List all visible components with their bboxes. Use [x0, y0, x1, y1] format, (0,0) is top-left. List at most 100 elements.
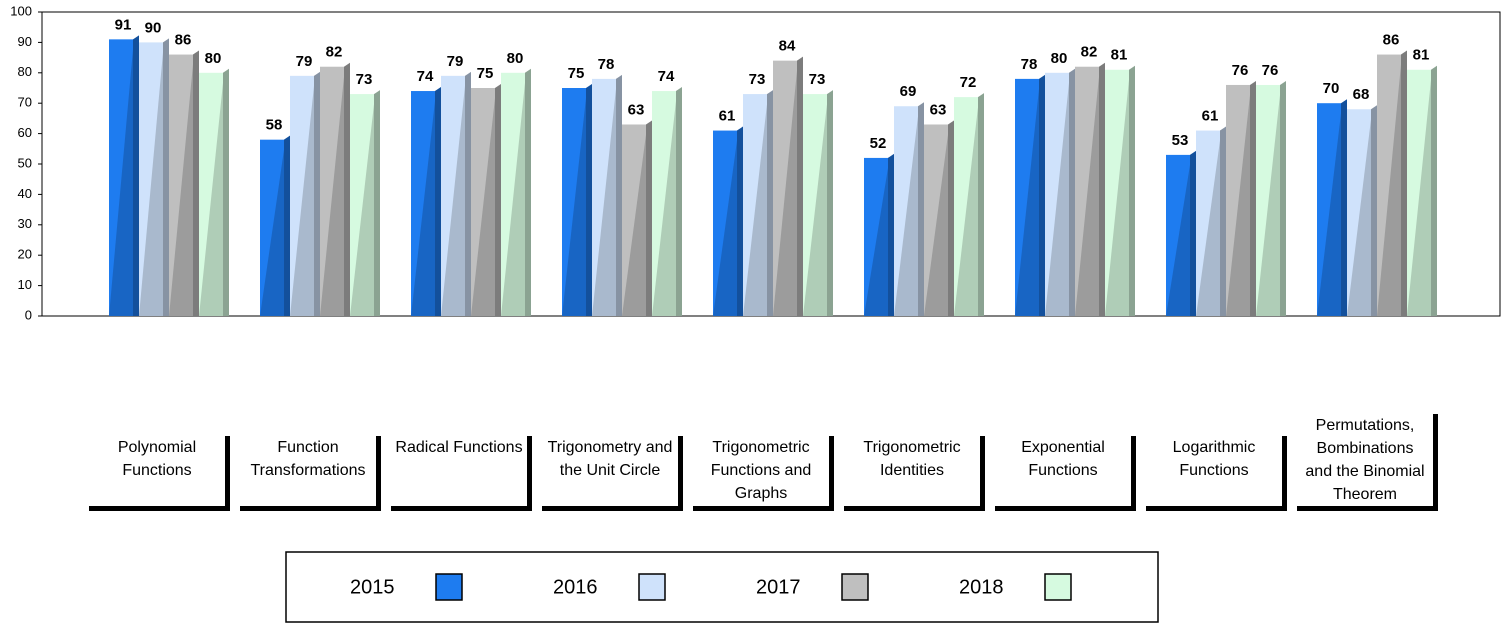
bar-diag [320, 76, 344, 316]
bar-diag [1347, 119, 1371, 316]
data-label: 73 [749, 71, 766, 88]
bar-side [1250, 80, 1256, 317]
x-tick-label: Function Transformations [240, 436, 381, 511]
data-label: 78 [598, 56, 615, 73]
bar-side [525, 68, 531, 316]
bar-front [1256, 84, 1280, 317]
bar [1105, 65, 1135, 316]
bar-shade [1129, 65, 1135, 316]
data-label: 52 [870, 135, 887, 152]
bar-side [223, 68, 229, 316]
bar-diag [773, 70, 797, 316]
bar-side [616, 74, 622, 316]
bar-shade [1220, 126, 1226, 316]
bar-shade [1341, 99, 1347, 316]
data-label: 86 [1383, 32, 1400, 49]
bar-front [773, 60, 797, 316]
data-label: 76 [1262, 62, 1279, 79]
bar-side [1220, 126, 1226, 316]
bar [713, 126, 743, 316]
data-label: 73 [356, 71, 373, 88]
bar [924, 120, 954, 316]
bar-front [652, 91, 676, 316]
bar-shade [767, 90, 773, 316]
data-label: 80 [1051, 50, 1068, 67]
bar-side [888, 153, 894, 316]
bar-side [1371, 105, 1377, 316]
bar [1045, 68, 1075, 316]
y-tick-label: 30 [18, 216, 32, 231]
bar [139, 38, 169, 317]
bar-side [978, 93, 984, 317]
bar-diag [1407, 79, 1431, 316]
data-label: 80 [507, 50, 524, 67]
bar-side [827, 90, 833, 316]
bar-front [803, 94, 827, 316]
bar-shade [1280, 80, 1286, 317]
bar-front [260, 139, 284, 316]
bar-shade [797, 56, 803, 316]
bar [622, 120, 652, 316]
bar-shade [223, 68, 229, 316]
bar [894, 102, 924, 317]
bar-front [1166, 154, 1190, 316]
x-tick-label: Polynomial Functions [89, 436, 230, 511]
data-label: 63 [628, 101, 645, 118]
x-tick-label: Exponential Functions [995, 436, 1136, 511]
data-label: 79 [447, 53, 464, 70]
bar-shade [737, 126, 743, 316]
bar [441, 71, 471, 316]
data-label: 61 [719, 108, 736, 125]
bar [1166, 150, 1196, 316]
bar-diag [1226, 94, 1250, 317]
bar-shade [344, 62, 350, 316]
bar [592, 74, 622, 316]
data-label: 72 [960, 74, 977, 91]
bar [562, 84, 592, 316]
bar-diag [441, 85, 465, 316]
bar-shade [827, 90, 833, 316]
bar [803, 90, 833, 316]
bar-shade [495, 84, 501, 316]
bar-side [676, 87, 682, 316]
bar [290, 71, 320, 316]
legend-label: 2015 [350, 576, 395, 598]
y-tick-label: 90 [18, 34, 32, 49]
legend-label: 2016 [553, 576, 598, 598]
data-label: 53 [1172, 132, 1189, 149]
bar-diag [652, 101, 676, 316]
y-tick-label: 80 [18, 64, 32, 79]
bar-front [894, 106, 918, 317]
bar-front [411, 91, 435, 316]
bar [1226, 80, 1256, 317]
x-tick-label: Trigonometry and the Unit Circle [542, 436, 683, 511]
data-label: 90 [145, 19, 162, 36]
bar-front [743, 94, 767, 316]
y-tick-label: 100 [10, 3, 32, 18]
data-label: 82 [1081, 44, 1098, 61]
bar [652, 87, 682, 316]
legend-swatch [1044, 573, 1072, 601]
bar-shade [1371, 105, 1377, 316]
bar-front [713, 130, 737, 316]
bar [954, 93, 984, 317]
y-tick-label: 0 [25, 307, 32, 322]
bar [1347, 105, 1377, 316]
bar-side [767, 90, 773, 316]
bar-diag [350, 104, 374, 316]
bar-side [948, 120, 954, 316]
data-label: 79 [296, 53, 313, 70]
bar-diag [109, 49, 133, 317]
x-tick-label: Trigonometric Identities [844, 436, 985, 511]
bar-diag [803, 104, 827, 316]
bar-shade [978, 93, 984, 317]
bar [1377, 50, 1407, 317]
bar [1075, 62, 1105, 316]
bar-front [501, 72, 525, 316]
bar-diag [169, 64, 193, 316]
bar-shade [435, 87, 441, 316]
bar-shade [465, 71, 471, 316]
bar-side [133, 35, 139, 317]
bar-side [1190, 150, 1196, 316]
bar-diag [1317, 113, 1341, 316]
